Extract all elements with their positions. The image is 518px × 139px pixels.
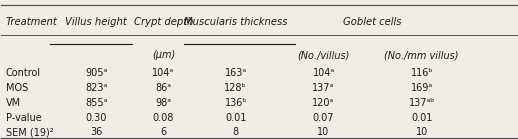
Text: VM: VM [6,98,21,108]
Text: 0.01: 0.01 [411,113,433,123]
Text: 136ᵇ: 136ᵇ [224,98,247,108]
Text: (No./mm villus): (No./mm villus) [384,50,459,60]
Text: 823ᵃ: 823ᵃ [85,83,107,93]
Text: 855ᵃ: 855ᵃ [85,98,107,108]
Text: 905ᵃ: 905ᵃ [85,68,107,78]
Text: Villus height: Villus height [65,17,127,27]
Text: 86ᵃ: 86ᵃ [155,83,171,93]
Text: Goblet cells: Goblet cells [343,17,402,27]
Text: 0.30: 0.30 [85,113,107,123]
Text: 137ᵃ: 137ᵃ [312,83,335,93]
Text: 36: 36 [90,127,103,137]
Text: 128ᵇ: 128ᵇ [224,83,247,93]
Text: 8: 8 [233,127,239,137]
Text: 120ᵃ: 120ᵃ [312,98,335,108]
Text: (No./villus): (No./villus) [297,50,350,60]
Text: Control: Control [6,68,41,78]
Text: 6: 6 [161,127,166,137]
Text: 104ᵃ: 104ᵃ [152,68,175,78]
Text: SEM (19)²: SEM (19)² [6,127,53,137]
Text: 10: 10 [415,127,428,137]
Text: Muscularis thickness: Muscularis thickness [184,17,287,27]
Text: Crypt depth: Crypt depth [134,17,193,27]
Text: 0.01: 0.01 [225,113,247,123]
Text: 137ᵃᵇ: 137ᵃᵇ [409,98,435,108]
Text: 0.08: 0.08 [153,113,174,123]
Text: 10: 10 [318,127,329,137]
Text: MOS: MOS [6,83,28,93]
Text: 0.07: 0.07 [313,113,334,123]
Text: 116ᵇ: 116ᵇ [410,68,433,78]
Text: (μm): (μm) [152,50,175,60]
Text: 169ᵃ: 169ᵃ [411,83,433,93]
Text: 163ᵃ: 163ᵃ [225,68,247,78]
Text: Treatment: Treatment [6,17,57,27]
Text: 98ᵃ: 98ᵃ [155,98,171,108]
Text: 104ᵃ: 104ᵃ [312,68,335,78]
Text: P-value: P-value [6,113,41,123]
